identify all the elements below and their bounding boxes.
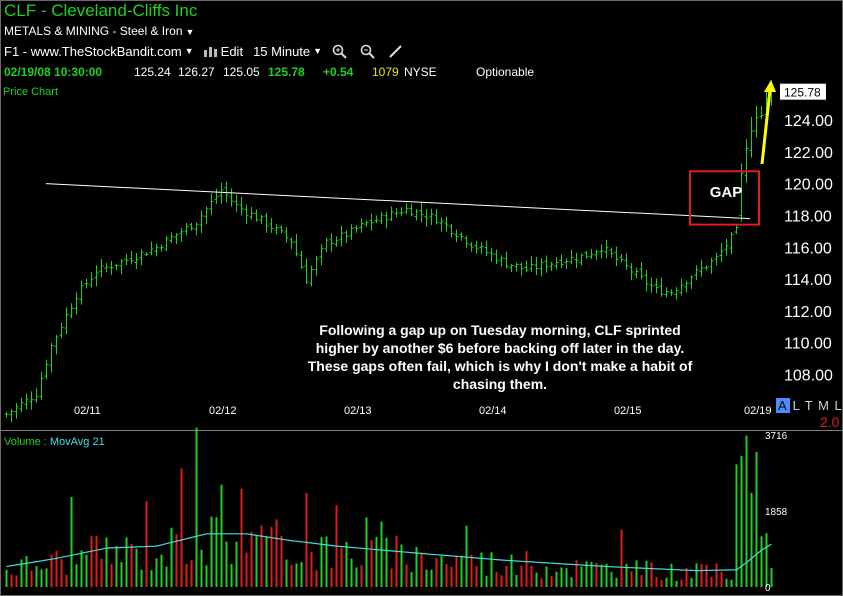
price-tick-label: 116.00 [784,240,832,257]
zoom-level: 2.0 [820,414,840,430]
price-tick-label: 122.00 [784,145,833,162]
arrow-head-icon [764,80,776,92]
price-tick-label: 120.00 [784,177,833,194]
price-tick-label: 110.00 [784,336,832,353]
volume-label: Volume [4,436,41,448]
quote-last: 125.78 [268,65,305,79]
price-tick-label: 114.00 [784,272,832,289]
chevron-down-icon: ▼ [185,27,195,37]
quote-optionable: Optionable [476,65,535,79]
chevron-down-icon: ▼ [184,46,194,56]
resistance-trendline [45,183,751,220]
price-pane-label: Price Chart [3,86,59,98]
mode-rest[interactable]: L T M L [792,398,843,413]
source-label: F1 - www.TheStockBandit.com [4,43,182,59]
gap-box [689,170,760,226]
bars-icon [203,47,217,57]
price-tick-label: 112.00 [784,304,832,321]
up-arrow-icon [760,89,772,165]
gap-label: GAP [709,183,743,201]
price-tick-label: 108.00 [784,368,833,385]
x-tick-label: 02/14 [479,405,507,417]
quote-exchange: NYSE [404,65,437,79]
mode-active[interactable]: A [776,398,790,413]
chevron-down-icon: ▼ [313,46,323,56]
quote-change: +0.54 [323,65,354,79]
quote-datetime: 02/19/08 10:30:00 [4,65,103,79]
volume-tick-label: 3716 [765,431,788,442]
volume-ma-line [6,533,772,572]
last-price-box [780,83,826,100]
x-tick-label: 02/13 [344,405,372,417]
quote-volume: 1079 [372,65,399,79]
interval-label: 15 Minute [253,43,311,59]
x-tick-label: 02/15 [614,405,642,417]
interval-selector[interactable]: 15 Minute ▼ [253,44,322,59]
chart-title: CLF - Cleveland-Cliffs Inc [4,1,198,20]
quote-high: 126.27 [178,65,215,79]
draw-tool-button[interactable] [388,44,406,59]
quote-low: 125.05 [223,65,260,79]
last-price-label: 125.78 [784,86,821,100]
zoom-in-button[interactable] [332,44,350,59]
edit-label: Edit [220,43,244,59]
x-tick-label: 02/11 [74,405,101,417]
zoom-out-button[interactable] [360,44,378,59]
zoom-in-icon [332,44,347,59]
volume-ma-label: MovAvg 21 [49,436,105,448]
industry-label: METALS & MINING - Steel & Iron [4,24,183,38]
x-tick-label: 02/19 [744,405,772,417]
industry-selector[interactable]: METALS & MINING - Steel & Iron ▼ [4,24,194,38]
price-tick-label: 124.00 [784,113,833,130]
chart-annotation: Following a gap up on Tuesday morning, C… [307,322,693,392]
price-tick-label: 118.00 [784,208,832,225]
pencil-icon [389,44,402,58]
zoom-out-icon [360,44,375,59]
edit-button[interactable]: Edit [203,43,244,59]
volume-tick-label: 1858 [765,507,788,518]
source-selector[interactable]: F1 - www.TheStockBandit.com ▼ [4,44,194,59]
quote-open: 125.24 [134,65,171,79]
x-tick-label: 02/12 [209,405,237,417]
volume-legend: Volume : MovAvg 21 [4,436,105,448]
volume-tick-label: 0 [765,583,771,594]
toolbar: F1 - www.TheStockBandit.com ▼ Edit 15 Min… [4,42,416,60]
